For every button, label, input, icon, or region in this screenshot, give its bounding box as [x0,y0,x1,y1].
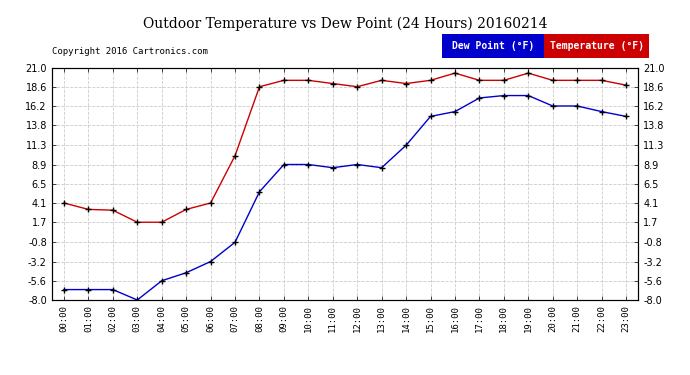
Text: Outdoor Temperature vs Dew Point (24 Hours) 20160214: Outdoor Temperature vs Dew Point (24 Hou… [143,17,547,31]
Text: Copyright 2016 Cartronics.com: Copyright 2016 Cartronics.com [52,47,208,56]
Text: Temperature (°F): Temperature (°F) [549,41,644,51]
Text: Dew Point (°F): Dew Point (°F) [451,41,534,51]
